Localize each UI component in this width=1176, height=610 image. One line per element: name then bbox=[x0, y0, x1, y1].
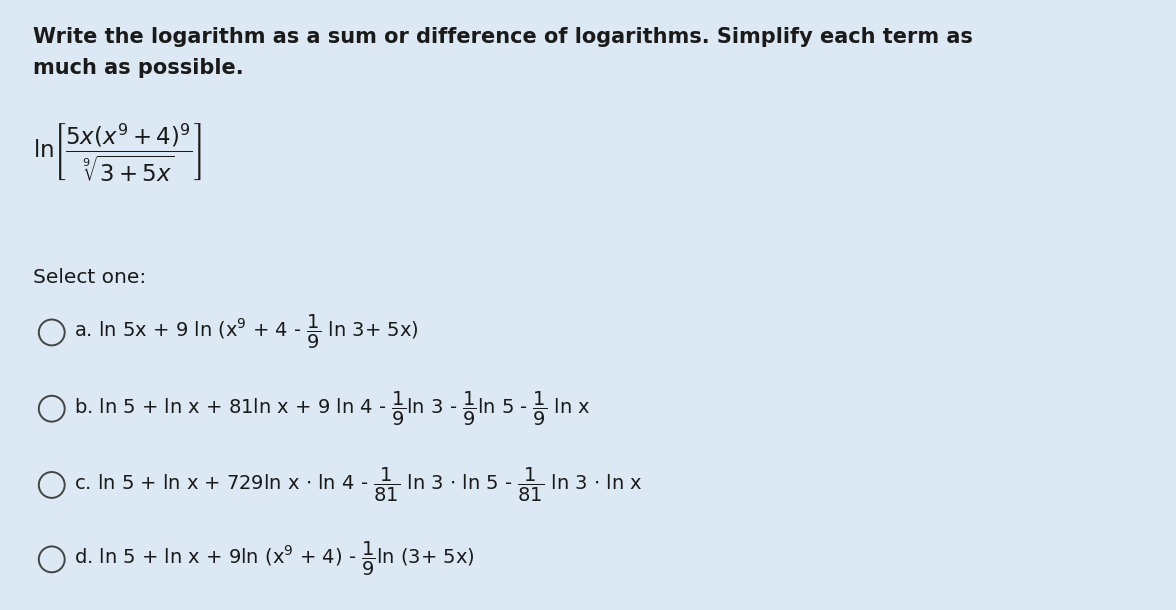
Text: $\mathrm{ln}\left[\dfrac{5x(x^{9}+4)^{9}}{\sqrt[9]{3+5x}}\right]$: $\mathrm{ln}\left[\dfrac{5x(x^{9}+4)^{9}… bbox=[33, 122, 202, 184]
Text: Write the logarithm as a sum or difference of logarithms. Simplify each term as: Write the logarithm as a sum or differen… bbox=[33, 27, 973, 48]
Text: much as possible.: much as possible. bbox=[33, 58, 243, 78]
Text: c. ln 5 + ln x + 729ln x $\cdot$ ln 4 - $\dfrac{1}{81}$ ln 3 $\cdot$ ln 5 - $\df: c. ln 5 + ln x + 729ln x $\cdot$ ln 4 - … bbox=[74, 466, 643, 504]
Text: d. ln 5 + ln x + 9ln (x$^{9}$ + 4) - $\dfrac{1}{9}$ln (3+ 5x): d. ln 5 + ln x + 9ln (x$^{9}$ + 4) - $\d… bbox=[74, 540, 475, 578]
Text: b. ln 5 + ln x + 81ln x + 9 ln 4 - $\dfrac{1}{9}$ln 3 - $\dfrac{1}{9}$ln 5 - $\d: b. ln 5 + ln x + 81ln x + 9 ln 4 - $\dfr… bbox=[74, 390, 590, 428]
Text: a. ln 5x + 9 ln (x$^{9}$ + 4 - $\dfrac{1}{9}$ ln 3+ 5x): a. ln 5x + 9 ln (x$^{9}$ + 4 - $\dfrac{1… bbox=[74, 314, 419, 351]
Text: Select one:: Select one: bbox=[33, 268, 146, 287]
